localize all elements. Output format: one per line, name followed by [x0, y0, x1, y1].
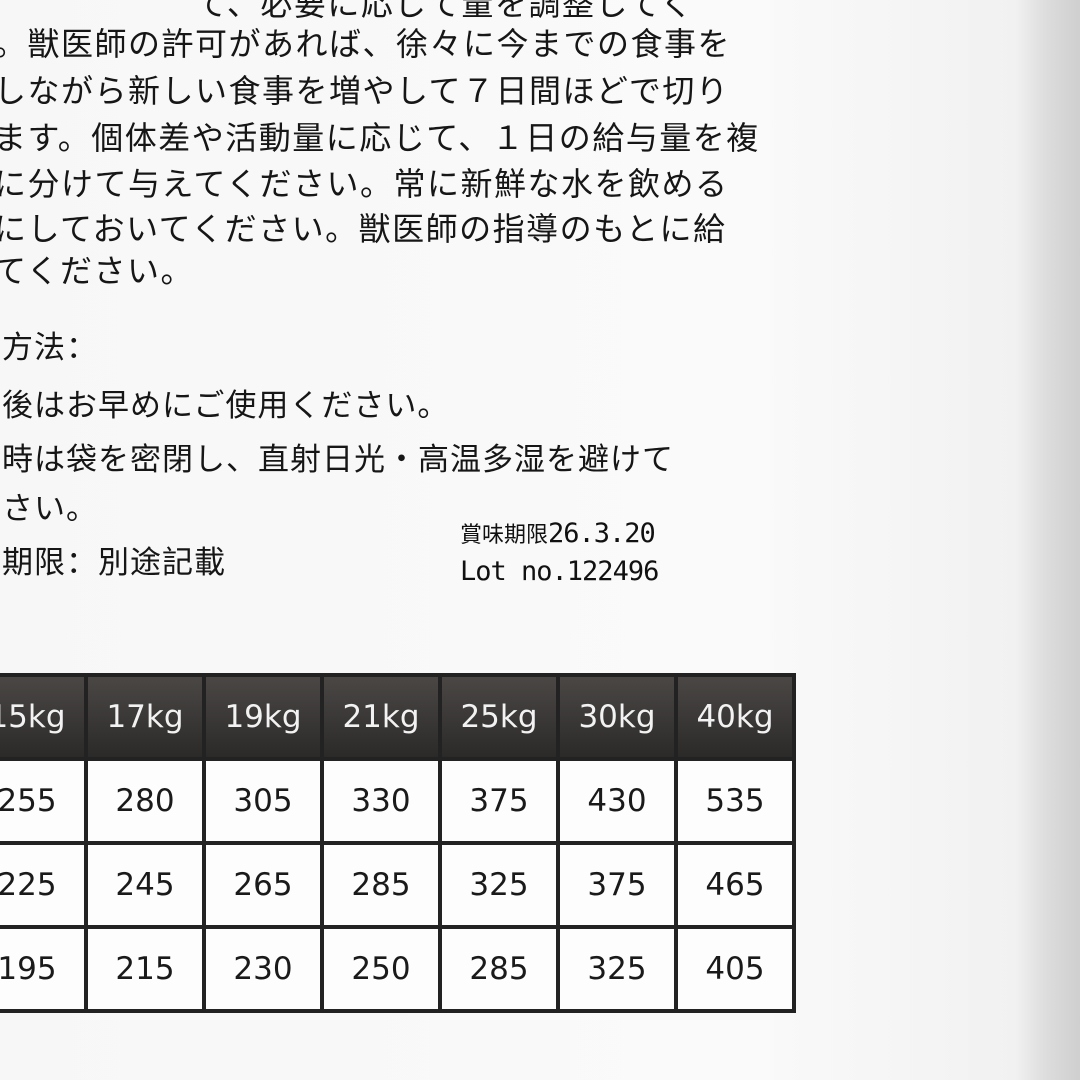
- header-cell: 25kg: [438, 673, 560, 761]
- table-cell: 375: [438, 757, 560, 845]
- best-before-value: 26.3.20: [548, 518, 656, 549]
- storage-heading: 方法：: [2, 330, 98, 366]
- table-cell: 285: [438, 925, 560, 1013]
- table-cell: 285: [320, 841, 442, 929]
- instruction-line: に分けて与えてください。常に新鮮な水を飲める: [0, 165, 729, 203]
- table-cell: 535: [674, 757, 796, 845]
- table-cell: 330: [320, 757, 442, 845]
- storage-line: 後はお早めにご使用ください。: [2, 388, 450, 424]
- best-before: 賞味期限26.3.20: [460, 516, 656, 554]
- table-cell: 325: [438, 841, 560, 929]
- best-before-label: 賞味期限: [460, 523, 549, 548]
- table-cell: 225: [0, 841, 88, 929]
- instruction-line: ます。個体差や活動量に応じて、１日の給与量を複: [0, 119, 760, 157]
- header-cell: 15kg: [0, 673, 88, 761]
- table-cell: 215: [84, 925, 206, 1013]
- table-row: 225 245 265 285 325 375 465: [0, 841, 796, 929]
- table-cell: 325: [556, 925, 678, 1013]
- table-cell: 280: [84, 757, 206, 845]
- instruction-line: て、必要に応じて量を調整してく: [0, 0, 694, 23]
- table-row: 255 280 305 330 375 430 535: [0, 757, 796, 845]
- date-lot-stamp: 賞味期限26.3.20 Lot no.122496: [460, 516, 660, 590]
- table-header-row: 15kg 17kg 19kg 21kg 25kg 30kg 40kg: [0, 673, 796, 761]
- header-cell: 19kg: [202, 673, 324, 761]
- feeding-table: 15kg 17kg 19kg 21kg 25kg 30kg 40kg 255 2…: [0, 673, 796, 1013]
- lot-label: Lot no.: [460, 556, 568, 587]
- lot-value: 122496: [566, 556, 660, 587]
- table-cell: 305: [202, 757, 324, 845]
- header-cell: 30kg: [556, 673, 678, 761]
- instruction-line: てください。: [0, 252, 195, 290]
- table-cell: 430: [556, 757, 678, 845]
- header-cell: 21kg: [320, 673, 442, 761]
- table-cell: 405: [674, 925, 796, 1013]
- header-cell: 17kg: [84, 673, 206, 761]
- instruction-line: 。獣医師の許可があれば、徐々に今までの食事を: [0, 25, 732, 63]
- table-cell: 245: [84, 841, 206, 929]
- table-cell: 195: [0, 925, 88, 1013]
- table-cell: 375: [556, 841, 678, 929]
- table-cell: 230: [202, 925, 324, 1013]
- expiry-note: 期限：別途記載: [2, 545, 226, 581]
- header-cell: 40kg: [674, 673, 796, 761]
- table-row: 195 215 230 250 285 325 405: [0, 925, 796, 1013]
- table-cell: 465: [674, 841, 796, 929]
- table-cell: 250: [320, 925, 442, 1013]
- lot-number: Lot no.122496: [460, 554, 660, 590]
- instruction-line: しながら新しい食事を増やして７日間ほどで切り: [0, 72, 730, 110]
- table-cell: 265: [202, 841, 324, 929]
- table-cell: 255: [0, 757, 88, 845]
- storage-line: さい。: [2, 491, 98, 527]
- storage-line: 時は袋を密閉し、直射日光・高温多湿を避けて: [2, 442, 674, 478]
- instruction-line: にしておいてください。獣医師の指導のもとに給: [0, 210, 727, 248]
